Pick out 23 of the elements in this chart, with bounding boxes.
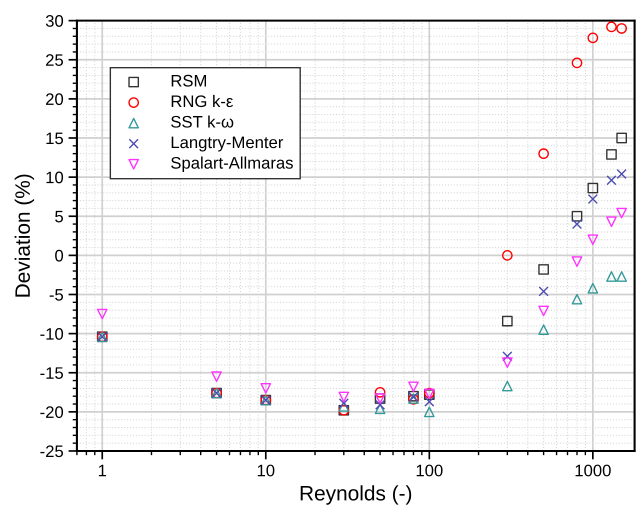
y-tick-label: -25 <box>40 445 64 458</box>
y-tick-label: -20 <box>40 406 64 418</box>
y-tick-label: -5 <box>50 289 64 301</box>
y-axis-title: Deviation (%) <box>14 174 34 297</box>
y-tick-label: 30 <box>46 15 64 27</box>
y-tick-label: 15 <box>46 132 64 144</box>
y-tick-label: 25 <box>46 54 64 66</box>
x-tick-label: 1 <box>98 464 106 476</box>
x-axis-title: Reynolds (-) <box>300 485 412 505</box>
y-tick-label: 5 <box>55 210 64 222</box>
x-tick-label: 1000 <box>576 464 611 476</box>
y-tick-label: 0 <box>55 250 64 262</box>
y-tick-label: -10 <box>40 328 64 340</box>
legend-label: Spalart-Allmaras <box>171 156 293 172</box>
y-tick-label: 10 <box>46 172 64 184</box>
legend-label: SST k-ω <box>171 115 234 128</box>
x-tick-label: 10 <box>258 464 274 476</box>
x-tick-label: 100 <box>416 464 443 476</box>
y-tick-label: 20 <box>46 93 64 106</box>
y-tick-label: -15 <box>40 367 64 379</box>
legend-label: RSM <box>172 74 206 87</box>
legend-label: Langtry-Menter <box>172 136 284 152</box>
legend-label: RNG k-ε <box>172 94 234 108</box>
